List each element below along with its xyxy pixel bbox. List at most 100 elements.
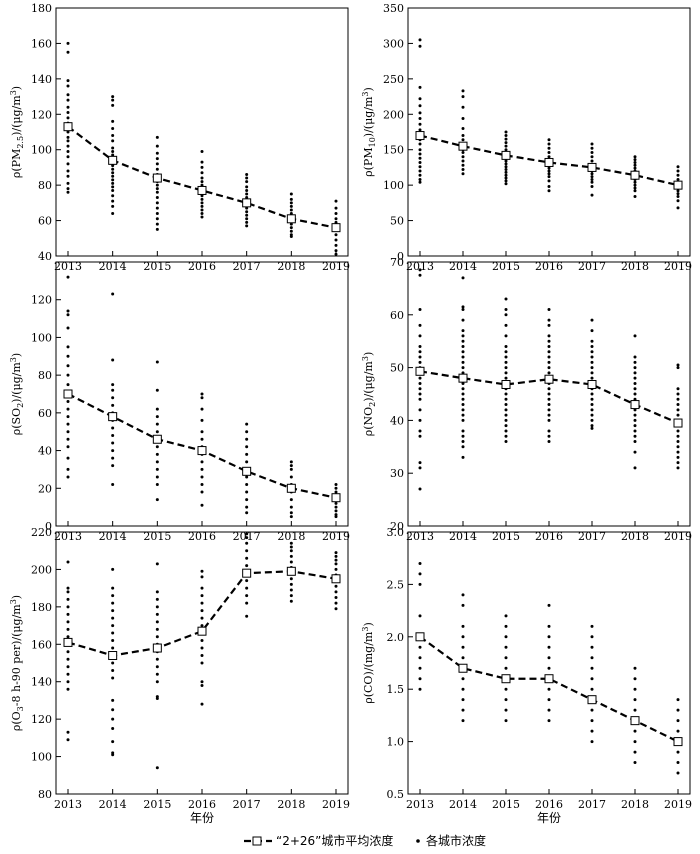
city-point	[200, 483, 204, 487]
city-point	[334, 501, 338, 505]
city-point	[633, 371, 637, 375]
x-axis-label: 年份	[537, 811, 561, 825]
city-point	[418, 268, 422, 272]
x-tick-label: 2019	[322, 798, 350, 811]
city-point	[504, 134, 508, 138]
city-point	[590, 151, 594, 155]
city-point	[633, 397, 637, 401]
city-point	[334, 567, 338, 571]
city-point	[461, 440, 465, 444]
x-tick-label: 2015	[143, 260, 171, 273]
city-point	[504, 297, 508, 301]
city-point	[155, 635, 159, 639]
city-point	[418, 128, 422, 132]
city-point	[245, 532, 249, 536]
city-point	[66, 79, 70, 83]
mean-marker	[501, 150, 511, 160]
city-point	[418, 273, 422, 277]
city-point	[461, 276, 465, 280]
city-point	[547, 175, 551, 179]
city-point	[418, 418, 422, 422]
city-point	[155, 672, 159, 676]
city-point	[547, 687, 551, 691]
city-point	[461, 339, 465, 343]
city-point	[461, 163, 465, 167]
city-point	[245, 452, 249, 456]
city-point	[66, 738, 70, 742]
city-point	[590, 666, 594, 670]
city-point	[418, 350, 422, 354]
city-point	[461, 159, 465, 163]
city-point	[200, 176, 204, 180]
city-point	[461, 138, 465, 142]
city-point	[155, 627, 159, 631]
city-point	[504, 313, 508, 317]
city-point	[334, 558, 338, 562]
city-point	[289, 229, 293, 233]
city-point	[200, 396, 204, 400]
city-point	[111, 676, 115, 680]
city-point	[633, 666, 637, 670]
city-point	[461, 366, 465, 370]
mean-marker	[286, 483, 296, 493]
x-tick-label: 2019	[322, 530, 350, 543]
city-point	[155, 766, 159, 770]
panel-1: 40 60 80 100 120 140 160 180 2013 2014 2015 2016 201…	[9, 2, 350, 273]
city-point	[547, 323, 551, 327]
city-point	[504, 323, 508, 327]
city-point	[200, 646, 204, 650]
city-point	[66, 111, 70, 115]
city-point	[676, 189, 680, 193]
city-point	[111, 601, 115, 605]
city-point	[590, 175, 594, 179]
city-point	[200, 437, 204, 441]
city-point	[461, 635, 465, 639]
city-point	[590, 392, 594, 396]
city-point	[461, 429, 465, 433]
city-point	[245, 213, 249, 217]
y-tick-label: 350	[383, 2, 404, 15]
x-tick-label: 2013	[54, 260, 82, 273]
city-point	[289, 235, 293, 239]
city-point	[111, 441, 115, 445]
city-point	[504, 624, 508, 628]
city-point	[111, 609, 115, 613]
city-point	[676, 392, 680, 396]
city-point	[66, 144, 70, 148]
city-point	[245, 217, 249, 221]
city-point	[418, 177, 422, 181]
city-point	[66, 687, 70, 691]
city-point	[155, 590, 159, 594]
city-point	[590, 172, 594, 176]
city-point	[547, 719, 551, 723]
y-tick-label: 100	[31, 751, 52, 764]
city-point	[200, 460, 204, 464]
city-point	[418, 466, 422, 470]
mean-marker	[673, 418, 683, 428]
city-point	[504, 392, 508, 396]
city-point	[111, 204, 115, 208]
mean-line	[67, 570, 337, 657]
city-point	[418, 645, 422, 649]
city-point	[111, 567, 115, 571]
city-point	[676, 761, 680, 765]
city-point	[547, 350, 551, 354]
city-point	[547, 146, 551, 150]
city-point	[334, 206, 338, 210]
city-point	[590, 185, 594, 189]
city-point	[461, 360, 465, 364]
city-point	[289, 222, 293, 226]
mean-marker	[415, 131, 425, 141]
mean-marker	[458, 373, 468, 383]
city-point	[547, 172, 551, 176]
city-point	[289, 464, 293, 468]
city-point	[111, 433, 115, 437]
mean-marker	[286, 214, 296, 224]
city-point	[155, 620, 159, 624]
city-point	[418, 122, 422, 126]
city-point	[676, 461, 680, 465]
city-point	[111, 167, 115, 171]
city-point	[155, 217, 159, 221]
legend: “2+26”城市平均浓度 各城市浓度	[244, 833, 486, 848]
city-point	[200, 624, 204, 628]
